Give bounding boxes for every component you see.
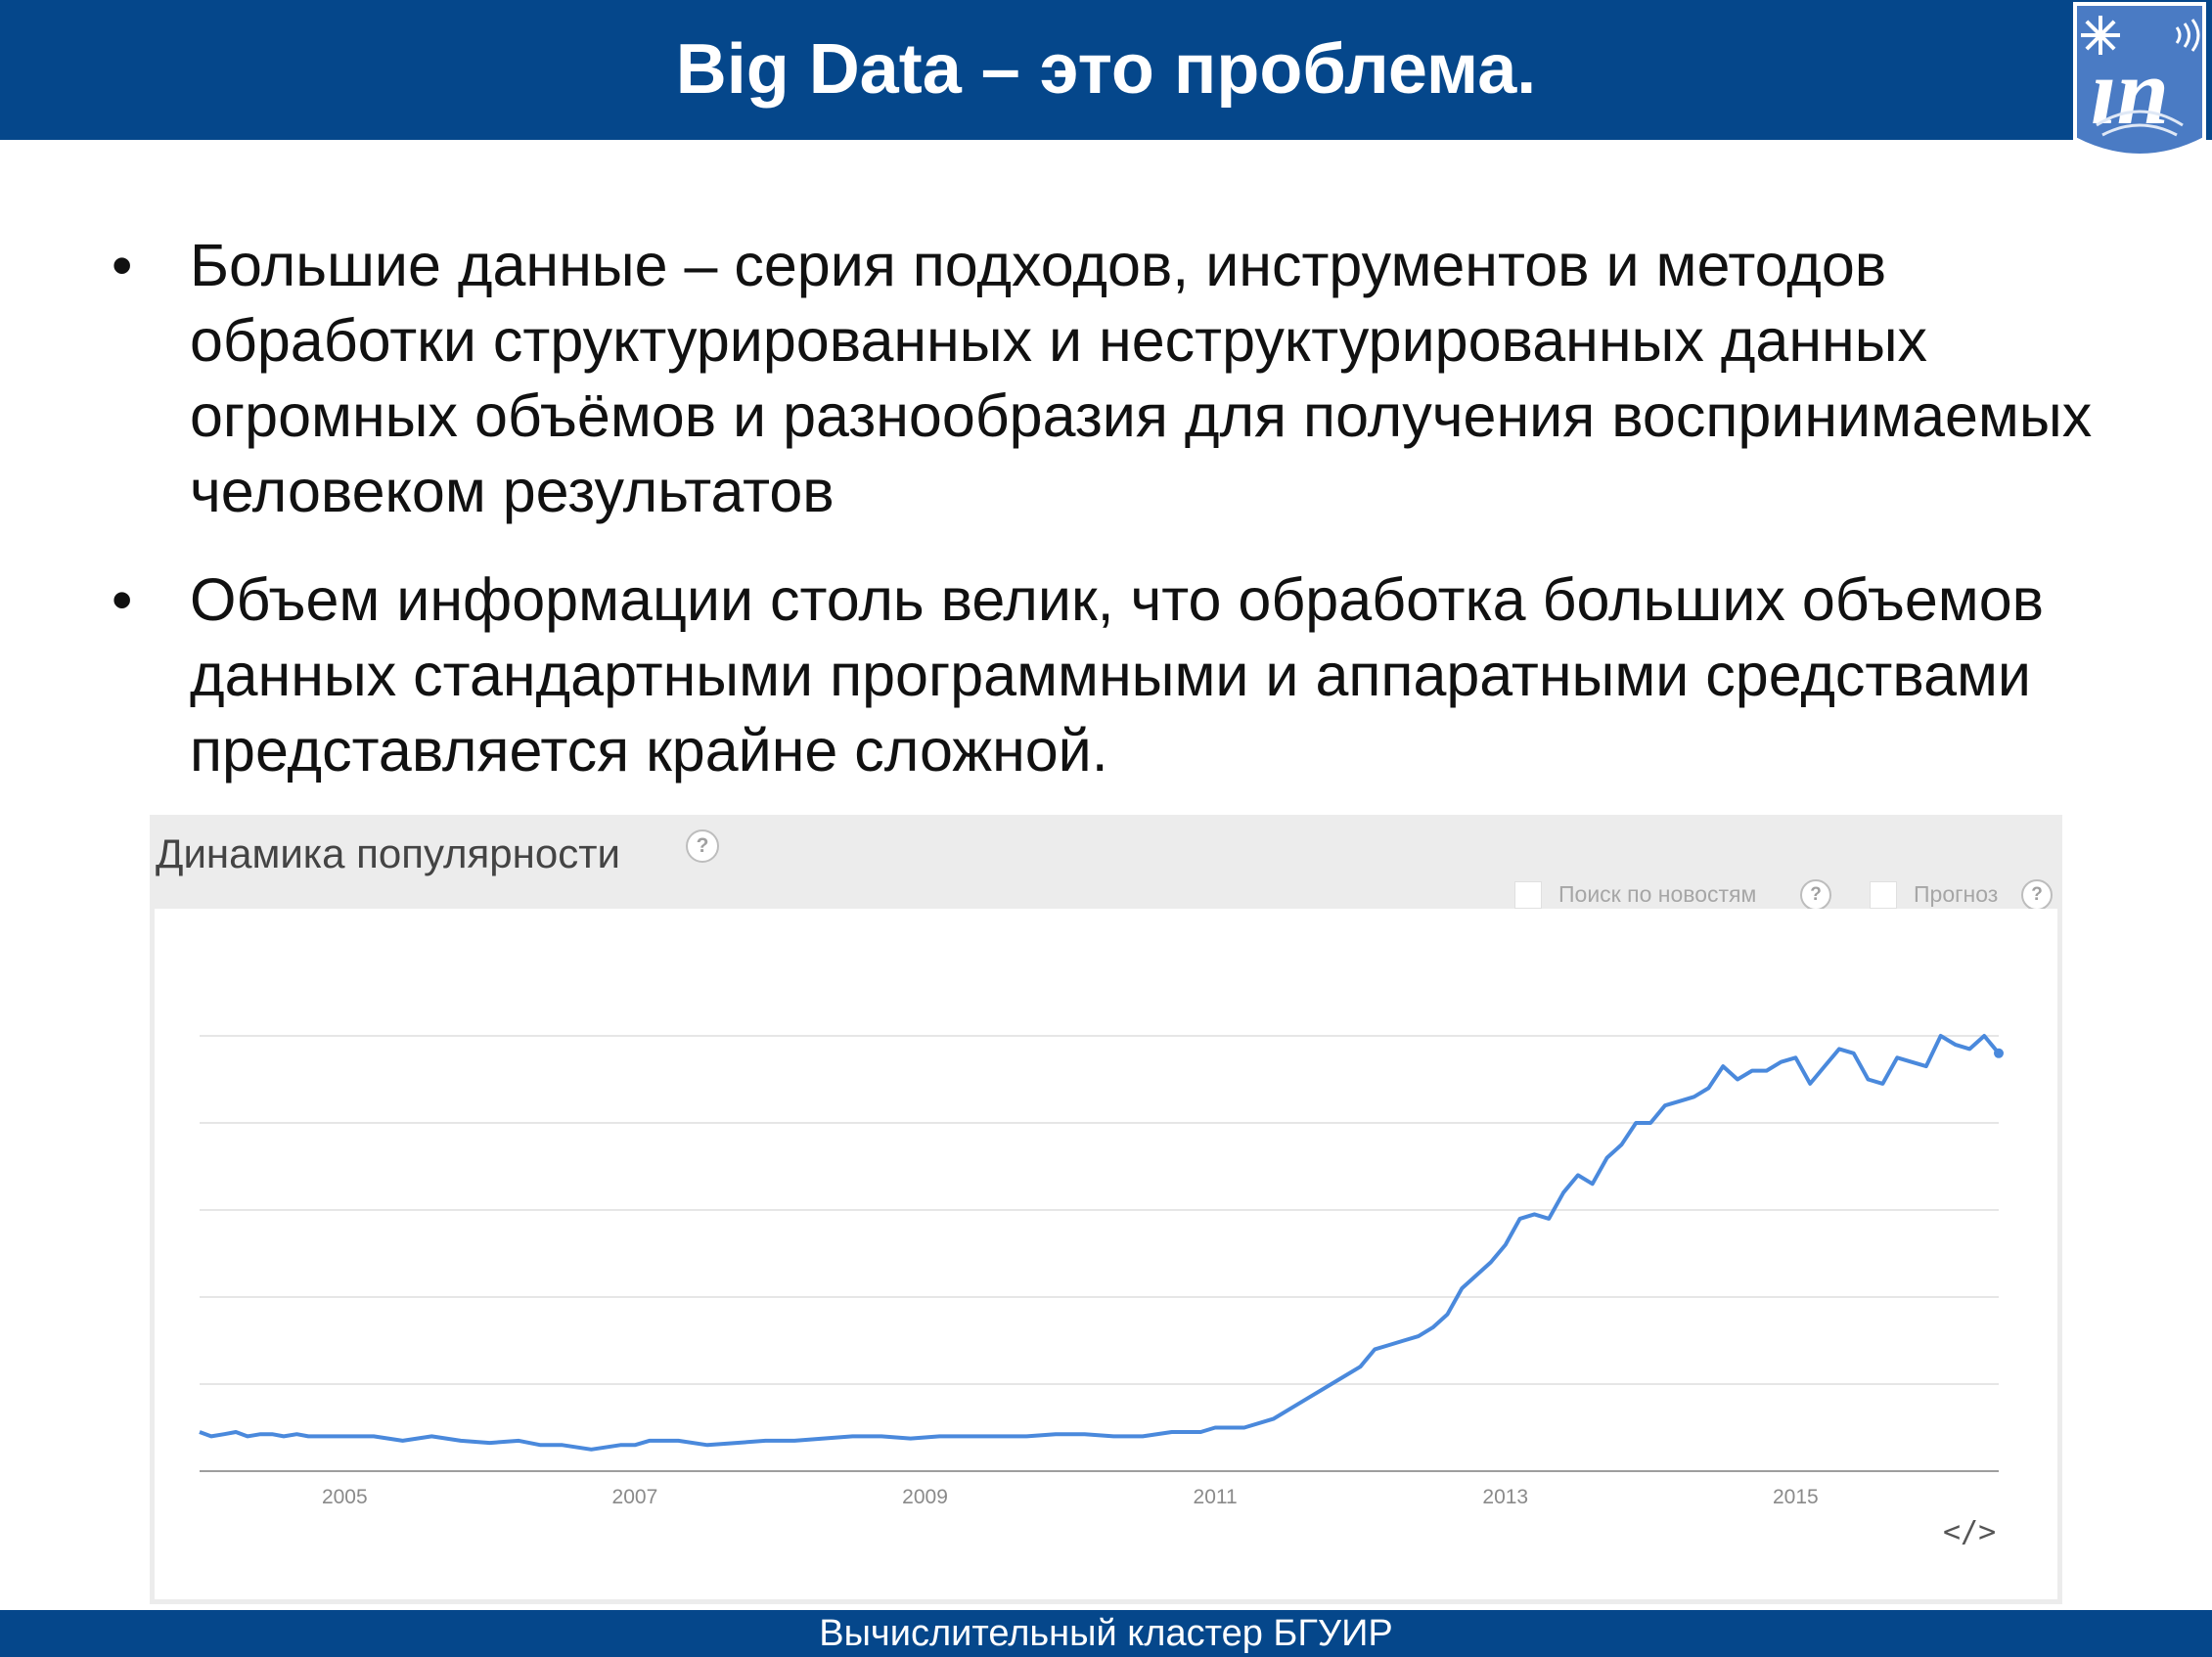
news-search-label: Поиск по новостям bbox=[1558, 881, 1757, 907]
news-search-checkbox[interactable] bbox=[1514, 881, 1542, 909]
bullet-list: • Большие данные – серия подходов, инстр… bbox=[108, 228, 2143, 822]
popularity-widget: Динамика популярности ? Поиск по новостя… bbox=[150, 815, 2062, 1604]
title-bar: Big Data – это проблема. ın bbox=[0, 0, 2212, 157]
series-end-point bbox=[1994, 1048, 2004, 1058]
forecast-checkbox[interactable] bbox=[1870, 881, 1897, 909]
x-tick-label: 2007 bbox=[612, 1486, 658, 1508]
bullet-item: • Объем информации столь велик, что обра… bbox=[108, 562, 2143, 788]
university-logo-icon: ın bbox=[2073, 2, 2206, 157]
x-tick-label: 2015 bbox=[1773, 1486, 1819, 1508]
bullet-marker: • bbox=[112, 232, 133, 298]
bullet-item: • Большие данные – серия подходов, инстр… bbox=[108, 228, 2143, 529]
news-help-icon[interactable]: ? bbox=[1800, 879, 1831, 911]
forecast-label: Прогноз bbox=[1914, 881, 1999, 907]
help-icon[interactable]: ? bbox=[686, 829, 719, 863]
bullet-text: Большие данные – серия подходов, инструм… bbox=[190, 232, 2093, 524]
x-tick-label: 2013 bbox=[1482, 1486, 1528, 1508]
chart-area: 2005 2007 2009 2011 2013 2015 </> bbox=[155, 909, 2057, 1599]
x-tick-label: 2005 bbox=[322, 1486, 368, 1508]
embed-code-icon[interactable]: </> bbox=[1943, 1515, 1997, 1549]
bullet-text: Объем информации столь велик, что обрабо… bbox=[190, 566, 2045, 784]
slide-title: Big Data – это проблема. bbox=[675, 30, 1537, 109]
widget-header: Динамика популярности bbox=[156, 830, 620, 876]
x-tick-label: 2011 bbox=[1194, 1486, 1238, 1508]
forecast-help-icon[interactable]: ? bbox=[2021, 879, 2053, 911]
trend-chart: 2005 2007 2009 2011 2013 2015 bbox=[199, 1034, 2004, 1508]
bullet-marker: • bbox=[112, 566, 133, 633]
x-tick-label: 2009 bbox=[902, 1486, 948, 1508]
series-line bbox=[199, 1034, 2001, 1452]
slide-footer: Вычислительный кластер БГУИР bbox=[0, 1610, 2212, 1657]
